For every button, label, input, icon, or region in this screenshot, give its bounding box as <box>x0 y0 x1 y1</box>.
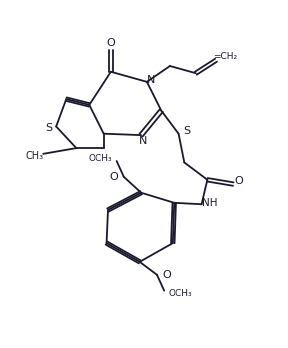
Text: OCH₃: OCH₃ <box>89 154 112 163</box>
Text: S: S <box>183 126 190 136</box>
Text: =CH₂: =CH₂ <box>213 52 237 61</box>
Text: O: O <box>235 176 243 185</box>
Text: N: N <box>139 136 148 147</box>
Text: O: O <box>107 38 115 48</box>
Text: CH₃: CH₃ <box>26 151 43 161</box>
Text: NH: NH <box>202 198 218 208</box>
Text: O: O <box>109 172 118 182</box>
Text: O: O <box>163 270 171 280</box>
Text: S: S <box>46 123 52 133</box>
Text: N: N <box>147 76 156 85</box>
Text: OCH₃: OCH₃ <box>168 289 192 298</box>
